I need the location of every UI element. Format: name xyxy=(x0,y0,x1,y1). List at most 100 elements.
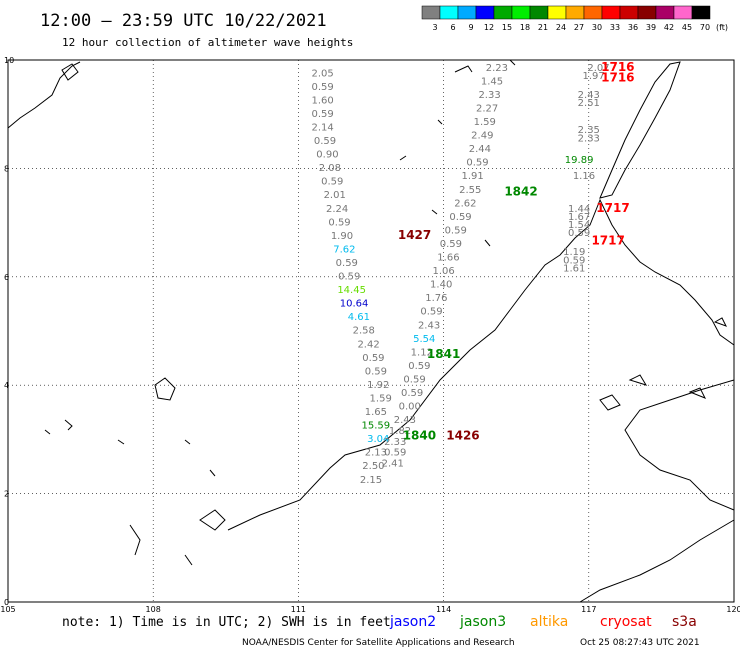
colorbar-unit: (ft) xyxy=(716,23,728,32)
wave-height-label: 1.66 xyxy=(437,253,459,264)
x-tick-label: 108 xyxy=(146,605,161,614)
map-panel xyxy=(7,59,735,603)
borneo-south-edge xyxy=(579,519,735,603)
colorbar-swatch xyxy=(691,5,711,20)
lingga-islands xyxy=(129,509,226,566)
wave-height-label: 2.24 xyxy=(326,204,348,215)
wave-height-label: 1.16 xyxy=(573,171,595,182)
legend-s3a: s3a xyxy=(672,614,697,630)
wave-height-label: 0.59 xyxy=(440,239,462,250)
legend-altika: altika xyxy=(530,614,568,630)
wave-height-label: 0.59 xyxy=(328,217,350,228)
y-tick-label: 10 xyxy=(4,56,14,65)
map-frame xyxy=(7,59,735,603)
x-tick-label: 120 xyxy=(726,605,740,614)
wave-height-label: 2.35 xyxy=(578,125,600,136)
track-time-label: 1717 xyxy=(596,201,629,215)
wave-height-label: 2.49 xyxy=(471,131,493,142)
wave-height-label: 1.61 xyxy=(563,263,585,274)
footer-credit: NOAA/NESDIS Center for Satellite Applica… xyxy=(242,638,515,648)
colorbar-label: 6 xyxy=(450,23,455,32)
wave-height-label: 1.92 xyxy=(367,380,389,391)
spratly-reefs xyxy=(399,59,516,247)
wave-height-label: 1.44 xyxy=(568,204,590,215)
colorbar-swatch xyxy=(457,5,477,20)
wave-height-label: 0.90 xyxy=(316,150,338,161)
colorbar-swatch xyxy=(475,5,495,20)
wave-height-label: 1.06 xyxy=(432,266,454,277)
colorbar-swatch xyxy=(655,5,675,20)
wave-height-label: 1.19 xyxy=(563,247,585,258)
wave-height-label: 2.07 xyxy=(587,63,609,74)
wave-height-label: 19.89 xyxy=(565,155,594,166)
legend-jason3: jason3 xyxy=(459,614,506,630)
track-time-label: 1716 xyxy=(601,60,634,74)
vietnam-coastline xyxy=(7,61,81,129)
wave-height-label: 0.59 xyxy=(408,361,430,372)
colorbar-swatch xyxy=(547,5,567,20)
wave-height-label: 1.91 xyxy=(462,171,484,182)
wave-height-labels: 2.05 0.59 1.60 0.59 2.14 0.59 0.90 2.08 0.59 2.01… xyxy=(311,63,609,486)
colorbar-label: 36 xyxy=(628,23,638,32)
wave-height-label: 1.59 xyxy=(474,117,496,128)
wave-height-label: 0.59 xyxy=(420,307,442,318)
wave-height-label: 2.62 xyxy=(454,198,476,209)
y-tick-label: 6 xyxy=(4,273,9,282)
map-title: 12:00 – 23:59 UTC 10/22/2021 xyxy=(40,11,327,31)
wave-height-label: 0.59 xyxy=(311,109,333,120)
wave-height-label: 2.43 xyxy=(394,415,416,426)
wave-height-label: 0.59 xyxy=(445,225,467,236)
wave-height-label: 1.82 xyxy=(389,426,411,437)
colorbar-swatch xyxy=(637,5,657,20)
footer-timestamp: Oct 25 08:27:43 UTC 2021 xyxy=(580,638,700,648)
wave-height-label: 2.44 xyxy=(469,144,491,155)
wave-height-label: 2.27 xyxy=(476,103,498,114)
track-time-label: 1841 xyxy=(427,347,460,361)
colorbar-label: 70 xyxy=(700,23,710,32)
x-tick-label: 114 xyxy=(436,605,451,614)
track-time-label: 1716 xyxy=(601,71,634,85)
y-tick-label: 8 xyxy=(4,164,9,173)
wave-height-label: 2.51 xyxy=(578,98,600,109)
wave-height-label: 0.59 xyxy=(362,353,384,364)
colorbar-swatch xyxy=(619,5,639,20)
wave-height-label: 5.54 xyxy=(413,334,435,345)
wave-height-label: 2.58 xyxy=(353,326,375,337)
colorbar-swatch xyxy=(583,5,603,20)
x-tick-label: 111 xyxy=(291,605,306,614)
colorbar-label: 18 xyxy=(520,23,530,32)
wave-height-label: 2.14 xyxy=(311,122,333,133)
wave-height-label: 2.33 xyxy=(384,437,406,448)
x-axis-ticks: 105 108 111 114 117 120 xyxy=(0,605,740,614)
colorbar-swatch xyxy=(493,5,513,20)
wave-height-label: 1.60 xyxy=(311,95,333,106)
colorbar-label: 42 xyxy=(664,23,674,32)
colorbar-label: 15 xyxy=(502,23,512,32)
colorbar-swatch xyxy=(601,5,621,20)
wave-height-label: 2.05 xyxy=(311,68,333,79)
x-tick-label: 117 xyxy=(581,605,596,614)
wave-height-label: 0.59 xyxy=(401,388,423,399)
wave-height-label: 0.59 xyxy=(384,448,406,459)
wave-height-label: 2.43 xyxy=(418,320,440,331)
graticule xyxy=(7,59,735,603)
y-axis-ticks: 0 2 4 6 8 10 xyxy=(4,56,14,607)
wave-height-label: 1.90 xyxy=(331,231,353,242)
borneo-coastline xyxy=(227,198,735,531)
satellite-legend: jason2 jason3 altika cryosat s3a xyxy=(389,614,697,630)
colorbar-label: 12 xyxy=(484,23,494,32)
wave-height-label: 0.59 xyxy=(314,136,336,147)
wave-height-label: 2.43 xyxy=(578,90,600,101)
wave-height-label: 0.59 xyxy=(311,82,333,93)
wave-height-label: 1.12 xyxy=(411,347,433,358)
wave-height-label: 0.59 xyxy=(449,212,471,223)
colorbar-label: 45 xyxy=(682,23,692,32)
wave-height-label: 2.33 xyxy=(578,133,600,144)
track-time-label: 1842 xyxy=(504,185,537,199)
colorbar-label: 39 xyxy=(646,23,656,32)
colorbar-label: 33 xyxy=(610,23,620,32)
colorbar-label: 30 xyxy=(592,23,602,32)
wave-height-label: 1.54 xyxy=(568,220,590,231)
y-tick-label: 0 xyxy=(4,598,9,607)
wave-height-label: 2.01 xyxy=(324,190,346,201)
